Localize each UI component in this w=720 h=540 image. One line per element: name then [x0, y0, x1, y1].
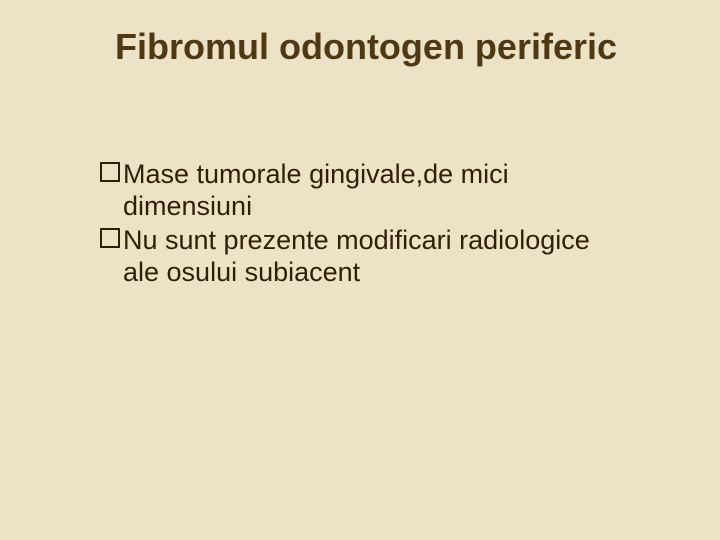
slide: Fibromul odontogen periferic Mase tumora… [0, 0, 720, 540]
bullet-text: Nu sunt prezente modificari radiologice … [123, 224, 620, 288]
slide-body: Mase tumorale gingivale,de mici dimensiu… [100, 158, 620, 290]
checkbox-icon [100, 228, 120, 248]
bullet-text: Mase tumorale gingivale,de mici dimensiu… [123, 158, 620, 222]
checkbox-icon [100, 162, 120, 182]
bullet-item: Nu sunt prezente modificari radiologice … [100, 224, 620, 288]
slide-title: Fibromul odontogen periferic [115, 26, 675, 68]
bullet-item: Mase tumorale gingivale,de mici dimensiu… [100, 158, 620, 222]
